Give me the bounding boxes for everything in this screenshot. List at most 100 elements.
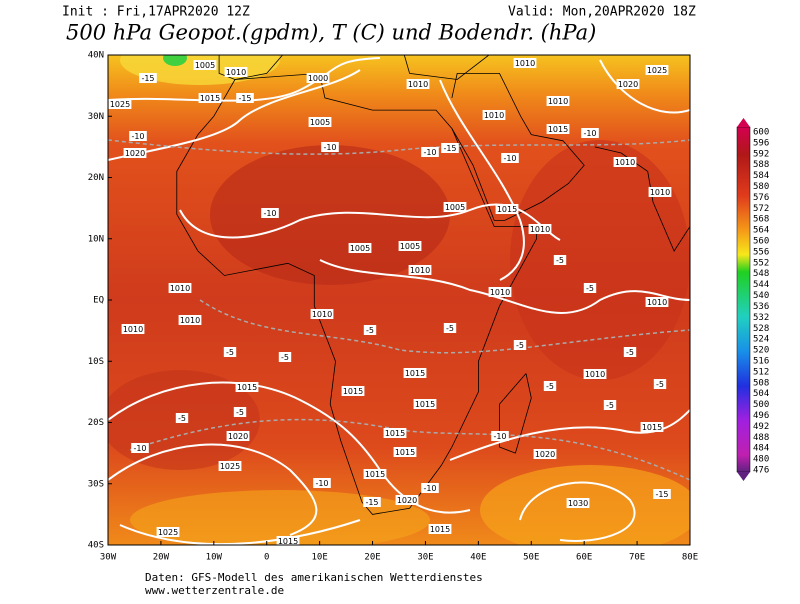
colorbar-label: 584 xyxy=(753,171,769,181)
colorbar-label: 536 xyxy=(753,302,769,312)
contour-label: -10 xyxy=(323,143,336,152)
contour-label-box xyxy=(581,128,599,138)
colorbar-label: 508 xyxy=(753,378,769,388)
contour-label: 1015 xyxy=(385,429,405,438)
contour-label-box xyxy=(123,148,147,158)
contour-label: -5 xyxy=(236,408,244,417)
contour-label-box xyxy=(308,117,332,127)
isobar xyxy=(119,519,361,545)
contour-label-box xyxy=(406,79,430,89)
contour-label-box xyxy=(306,73,330,83)
contour-label: -5 xyxy=(366,326,374,335)
contour-label-box xyxy=(408,265,432,275)
isobar xyxy=(108,69,361,161)
contour-label: 1015 xyxy=(237,383,257,392)
contour-label: 1015 xyxy=(642,423,662,432)
coastline xyxy=(403,55,490,80)
contour-label-box xyxy=(363,325,377,335)
contour-label: 1020 xyxy=(125,149,145,158)
contour-label: -5 xyxy=(178,414,186,423)
map-title: 500 hPa Geopot.(gpdm), T (C) und Bodendr… xyxy=(66,21,596,45)
contour-label-box xyxy=(603,400,617,410)
contour-label-box xyxy=(168,283,192,293)
contour-label: 1025 xyxy=(647,66,667,75)
contour-label-box xyxy=(321,142,339,152)
contour-label: -15 xyxy=(443,144,456,153)
contour-label-box xyxy=(313,478,331,488)
contour-label-box xyxy=(341,386,365,396)
contour-label-box xyxy=(491,431,509,441)
longitude-label: 60E xyxy=(576,553,592,563)
contour-label-box xyxy=(383,428,407,438)
isobar xyxy=(599,59,690,114)
colorbar-label: 496 xyxy=(753,411,769,421)
contour-label: 1015 xyxy=(548,125,568,134)
contour-label: -15 xyxy=(365,498,378,507)
contour-label: 1015 xyxy=(415,400,435,409)
contour-label-box xyxy=(616,79,640,89)
longitude-label: 10E xyxy=(312,553,328,563)
contour-label: -10 xyxy=(315,479,328,488)
init-time: Init : Fri,17APR2020 12Z xyxy=(62,5,250,20)
colorbar-label: 572 xyxy=(753,204,769,214)
colorbar-label: 592 xyxy=(753,149,769,159)
cold-region xyxy=(163,55,187,66)
contour-label: -5 xyxy=(281,353,289,362)
contour-label: 1005 xyxy=(445,203,465,212)
isobar xyxy=(179,203,561,241)
contour-label-box xyxy=(443,202,467,212)
contour-label-box xyxy=(653,489,671,499)
colorbar-label: 556 xyxy=(753,247,769,257)
contour-label: -5 xyxy=(226,348,234,357)
contour-label-box xyxy=(108,99,132,109)
contour-label: -10 xyxy=(493,432,506,441)
longitude-label: 20E xyxy=(364,553,380,563)
contour-label-box xyxy=(421,147,439,157)
contour-label: 1020 xyxy=(535,450,555,459)
contour-label-box xyxy=(488,287,512,297)
contour-label: 1015 xyxy=(395,448,415,457)
contour-label: -5 xyxy=(516,341,524,350)
latitude-label: 40N xyxy=(88,51,104,61)
contour-label: 1010 xyxy=(647,298,667,307)
latitude-label: 10S xyxy=(88,357,104,367)
contour-label-box xyxy=(428,524,452,534)
contour-label: 1015 xyxy=(430,525,450,534)
colorbar-label: 596 xyxy=(753,138,769,148)
contour-label-box xyxy=(583,369,607,379)
contour-label: 1010 xyxy=(484,111,504,120)
contour-label: 1010 xyxy=(650,188,670,197)
colorbar-label: 476 xyxy=(753,466,769,476)
contour-label-box xyxy=(139,73,157,83)
contour-label-box xyxy=(193,60,217,70)
colorbar-bottom-arrow xyxy=(737,472,750,481)
colorbar-label: 500 xyxy=(753,400,769,410)
isobar xyxy=(108,443,318,536)
contour-label-box xyxy=(413,399,437,409)
contour-label: -5 xyxy=(546,382,554,391)
coastline xyxy=(594,146,690,252)
contour-label-box xyxy=(441,143,459,153)
contour-label: -10 xyxy=(133,444,146,453)
cool-region xyxy=(480,465,690,545)
contour-label-box xyxy=(218,461,242,471)
contour-label: 1010 xyxy=(408,80,428,89)
contour-label: 1025 xyxy=(158,528,178,537)
colorbar-label: 544 xyxy=(753,280,769,290)
colorbar-label: 480 xyxy=(753,455,769,465)
contour-label: 1010 xyxy=(170,284,190,293)
longitude-label: 0 xyxy=(264,553,269,563)
contour-label: -10 xyxy=(503,154,516,163)
contour-label: 1005 xyxy=(350,244,370,253)
contour-label-box xyxy=(566,498,590,508)
contour-label-box xyxy=(513,58,537,68)
contour-label: 1010 xyxy=(530,225,550,234)
latitude-label: 40S xyxy=(88,541,104,551)
contour-label: 1010 xyxy=(548,97,568,106)
longitude-label: 70E xyxy=(629,553,645,563)
contour-label: 1025 xyxy=(220,462,240,471)
contour-label: 1025 xyxy=(110,100,130,109)
isobar xyxy=(108,57,381,102)
contour-label-box xyxy=(226,431,250,441)
colorbar-label: 600 xyxy=(753,128,769,138)
